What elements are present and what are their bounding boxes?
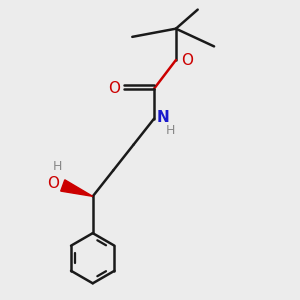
Polygon shape — [61, 180, 93, 196]
Text: O: O — [47, 176, 59, 191]
Text: O: O — [181, 52, 193, 68]
Text: H: H — [53, 160, 62, 173]
Text: O: O — [108, 81, 120, 96]
Text: H: H — [166, 124, 175, 136]
Text: N: N — [157, 110, 169, 125]
